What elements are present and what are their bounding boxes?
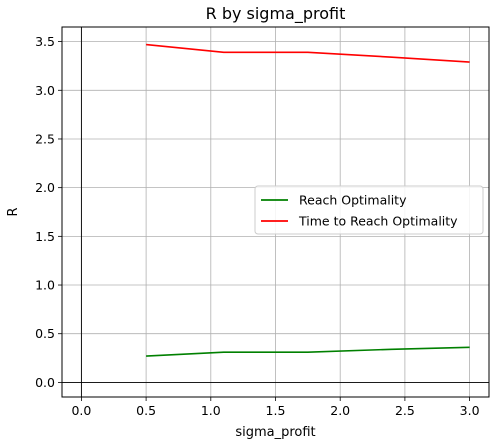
series-lines [146, 43, 470, 357]
y-tick-label: 2.5 [35, 131, 55, 146]
y-tick-label: 1.5 [35, 229, 55, 244]
legend-label: Reach Optimality [299, 193, 407, 208]
y-tick-label: 2.0 [35, 180, 55, 195]
legend: Reach Optimality Time to Reach Optimality [254, 185, 484, 235]
x-tick-label: 0.5 [136, 403, 156, 418]
y-axis-ticks: 0.0 0.5 1.0 1.5 2.0 2.5 3.0 3.5 [35, 34, 62, 390]
y-tick-label: 3.5 [35, 34, 55, 49]
zero-lines [62, 27, 489, 397]
y-tick-label: 0.5 [35, 326, 55, 341]
legend-label: Time to Reach Optimality [298, 214, 458, 229]
series-line [146, 346, 470, 357]
x-tick-label: 1.0 [201, 403, 221, 418]
y-tick-label: 3.0 [35, 83, 55, 98]
x-tick-label: 1.5 [266, 403, 286, 418]
x-tick-label: 2.0 [330, 403, 350, 418]
legend-box [254, 185, 484, 235]
x-tick-label: 0.0 [71, 403, 91, 418]
x-tick-label: 2.5 [395, 403, 415, 418]
x-axis-title: sigma_profit [235, 425, 315, 440]
y-axis-title: R [6, 207, 21, 216]
y-tick-label: 0.0 [35, 375, 55, 390]
x-axis-ticks: 0.0 0.5 1.0 1.5 2.0 2.5 3.0 [71, 397, 480, 418]
x-tick-label: 3.0 [460, 403, 480, 418]
y-tick-label: 1.0 [35, 278, 55, 293]
series-line [146, 43, 470, 63]
chart-title: R by sigma_profit [206, 4, 346, 24]
